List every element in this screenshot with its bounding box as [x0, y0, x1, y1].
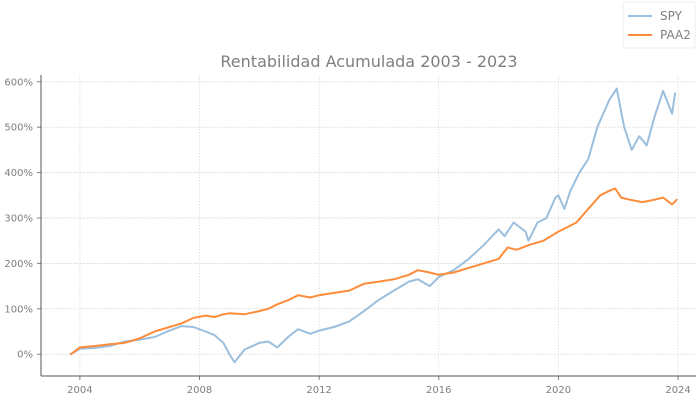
legend-box — [622, 1, 696, 49]
series-group — [69, 87, 678, 364]
y-tick-label: 0% — [17, 350, 33, 361]
series-line-paa2 — [69, 187, 678, 356]
y-tick-label: 500% — [4, 123, 33, 134]
legend-label-paa2: PAA2 — [660, 28, 691, 42]
legend-label-spy: SPY — [660, 9, 683, 23]
x-tick-label: 2024 — [665, 385, 690, 396]
y-tick-label: 600% — [4, 77, 33, 88]
y-tick-label: 200% — [4, 259, 33, 270]
legend: SPY PAA2 — [622, 1, 696, 49]
x-tick-label: 2004 — [67, 385, 92, 396]
x-tick-label: 2012 — [306, 385, 331, 396]
series-line-spy — [69, 87, 677, 364]
grid-lines — [41, 75, 696, 376]
y-tick-label: 400% — [4, 168, 33, 179]
x-tick-label: 2020 — [546, 385, 571, 396]
axes: 0% 100% 200% 300% 400% 500% 600% 2004 2008 2012 20… — [4, 75, 696, 396]
y-tick-label: 300% — [4, 214, 33, 225]
chart-title: Rentabilidad Acumulada 2003 - 2023 — [220, 52, 517, 71]
x-tick-label: 2008 — [187, 385, 212, 396]
y-tick-label: 100% — [4, 304, 33, 315]
x-tick-label: 2016 — [426, 385, 451, 396]
